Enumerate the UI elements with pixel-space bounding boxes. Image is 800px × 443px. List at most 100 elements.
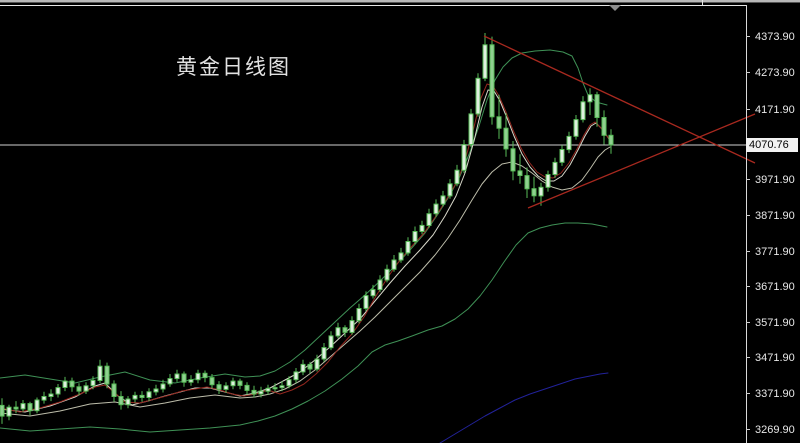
candle bbox=[265, 387, 271, 392]
candle bbox=[496, 116, 502, 129]
candle bbox=[27, 403, 33, 412]
candle bbox=[377, 279, 383, 291]
price-axis-label: 3371.90 bbox=[755, 388, 795, 400]
candle bbox=[454, 169, 460, 185]
price-axis-border bbox=[746, 5, 747, 443]
chart-shift-marker-icon bbox=[609, 5, 621, 11]
ma-fast-white bbox=[0, 89, 612, 413]
candle bbox=[433, 203, 439, 215]
candle bbox=[398, 252, 404, 261]
candle bbox=[321, 347, 327, 360]
candle bbox=[307, 363, 313, 370]
candle bbox=[6, 406, 12, 417]
candle bbox=[83, 385, 89, 392]
candle bbox=[356, 308, 362, 322]
candle bbox=[188, 379, 194, 383]
candle bbox=[594, 94, 600, 118]
candle bbox=[559, 149, 565, 163]
candle bbox=[97, 365, 103, 382]
candle bbox=[0, 404, 5, 417]
price-axis-label: 3571.90 bbox=[755, 317, 795, 329]
candle bbox=[314, 358, 320, 370]
candle bbox=[363, 295, 369, 309]
candle bbox=[601, 117, 607, 136]
candle bbox=[251, 389, 257, 395]
price-axis-label: 3871.90 bbox=[755, 210, 795, 222]
price-axis-tick bbox=[746, 215, 750, 216]
candle bbox=[531, 188, 537, 197]
bollinger-lower-band bbox=[0, 222, 608, 433]
price-axis-tick bbox=[746, 72, 750, 73]
candle bbox=[118, 396, 124, 406]
candle bbox=[426, 213, 432, 226]
candle bbox=[132, 394, 138, 400]
candle bbox=[552, 161, 558, 175]
price-axis-label: 3971.90 bbox=[755, 174, 795, 186]
candle bbox=[510, 148, 516, 172]
candle bbox=[202, 372, 208, 379]
candle bbox=[48, 393, 54, 397]
candle bbox=[608, 134, 614, 146]
candle bbox=[349, 320, 355, 333]
candle bbox=[104, 365, 110, 385]
candle bbox=[223, 385, 229, 390]
candle bbox=[258, 390, 264, 395]
current-price-badge: 4070.76 bbox=[746, 138, 798, 152]
candle bbox=[545, 174, 551, 188]
candle bbox=[412, 231, 418, 242]
candle bbox=[174, 373, 180, 380]
candle bbox=[503, 127, 509, 150]
candle bbox=[468, 113, 474, 146]
candle bbox=[230, 380, 236, 387]
candle bbox=[335, 327, 341, 337]
price-axis-tick bbox=[746, 36, 750, 37]
ascending-trendline bbox=[527, 113, 756, 209]
candle bbox=[20, 403, 26, 410]
candle bbox=[244, 384, 250, 391]
price-axis-tick bbox=[746, 286, 750, 287]
candle bbox=[139, 394, 145, 398]
candle bbox=[419, 224, 425, 232]
candle bbox=[286, 379, 292, 387]
candle bbox=[293, 371, 299, 381]
price-axis-label: 4171.90 bbox=[755, 104, 795, 116]
price-axis-tick bbox=[746, 251, 750, 252]
candle bbox=[160, 383, 166, 390]
candle bbox=[125, 398, 131, 406]
candle bbox=[524, 175, 530, 190]
candle bbox=[76, 386, 82, 392]
price-axis-label: 3771.90 bbox=[755, 246, 795, 258]
ma-slow-blue bbox=[439, 372, 609, 443]
price-axis-label: 4373.90 bbox=[755, 31, 795, 43]
candle bbox=[237, 380, 243, 386]
candle bbox=[384, 268, 390, 281]
candle bbox=[580, 101, 586, 121]
candle bbox=[538, 186, 544, 197]
chart-title: 黄金日线图 bbox=[176, 55, 291, 79]
candle bbox=[272, 387, 278, 390]
price-axis-tick bbox=[746, 109, 750, 110]
candle bbox=[167, 378, 173, 385]
candle bbox=[209, 377, 215, 386]
price-axis-tick bbox=[746, 429, 750, 430]
price-axis[interactable]: 4070.76 4373.90 4273.90 4171.90 3971.90 3871… bbox=[746, 5, 800, 443]
candle bbox=[475, 77, 481, 115]
price-axis-tick bbox=[746, 357, 750, 358]
price-axis-label: 4273.90 bbox=[755, 67, 795, 79]
candle bbox=[216, 384, 222, 390]
candle bbox=[391, 259, 397, 270]
bollinger-middle-band bbox=[0, 146, 611, 417]
price-axis-tick bbox=[746, 179, 750, 180]
price-axis-tick bbox=[746, 322, 750, 323]
candle bbox=[573, 119, 579, 137]
candle bbox=[62, 380, 68, 389]
candles-layer bbox=[0, 33, 614, 424]
candle bbox=[69, 380, 75, 388]
candle bbox=[153, 388, 159, 393]
candle bbox=[111, 383, 117, 397]
candle bbox=[405, 241, 411, 254]
descending-trendline bbox=[483, 35, 756, 164]
candle bbox=[34, 399, 40, 412]
